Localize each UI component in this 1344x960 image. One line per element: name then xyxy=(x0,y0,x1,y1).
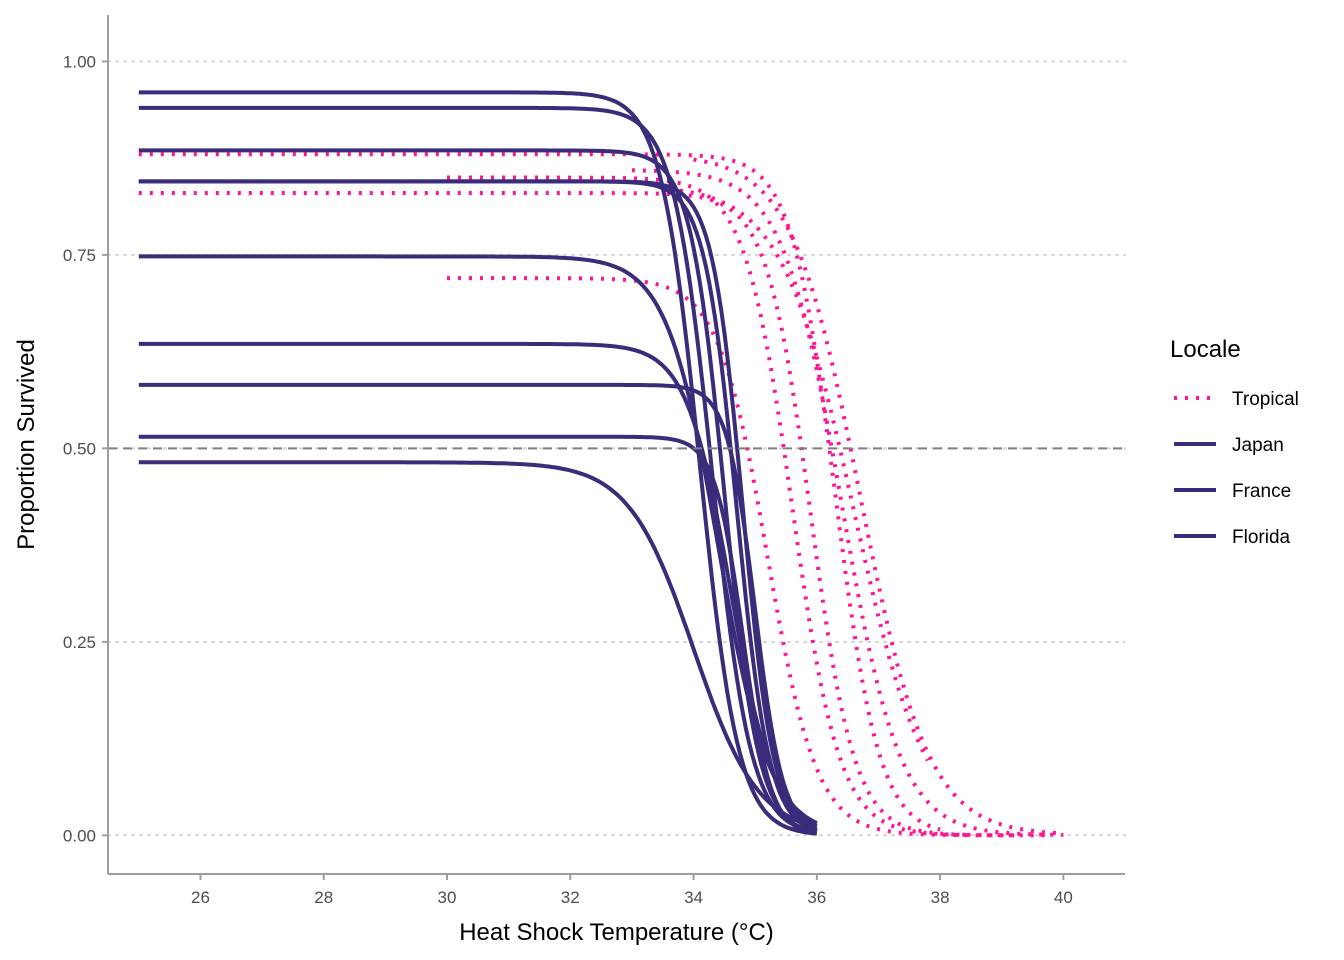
x-tick-label-7: 40 xyxy=(1054,888,1073,907)
legend-label-france: France xyxy=(1232,481,1291,502)
y-tick-label-4: 1.00 xyxy=(63,52,96,71)
legend-label-florida: Florida xyxy=(1232,527,1291,548)
y-tick-label-1: 0.25 xyxy=(63,633,96,652)
series-line-japan-7 xyxy=(138,90,817,836)
legend-label-tropical: Tropical xyxy=(1232,389,1299,410)
series-lines xyxy=(138,90,1064,838)
series-line-tropical-6 xyxy=(668,187,930,762)
series-line-florida-15 xyxy=(138,434,818,836)
series-line-france-12 xyxy=(138,254,818,825)
series-line-florida-14 xyxy=(138,382,818,832)
legend-title: Locale xyxy=(1170,336,1241,363)
tick-labels: 26 28 30 32 34 36 38 40 0.00 0.25 0.50 0.75 1.00 xyxy=(63,52,1073,907)
y-axis-title: Proportion Survived xyxy=(13,339,40,550)
series-line-japan-9 xyxy=(138,148,818,835)
y-tick-label-3: 0.75 xyxy=(63,246,96,265)
x-tick-label-4: 34 xyxy=(684,888,703,907)
x-axis-title: Heat Shock Temperature (°C) xyxy=(459,919,774,946)
x-tick-label-2: 30 xyxy=(438,888,457,907)
y-tick-label-0: 0.00 xyxy=(63,826,96,845)
x-tick-label-3: 32 xyxy=(561,888,580,907)
x-tick-label-0: 26 xyxy=(191,888,210,907)
x-tick-label-5: 36 xyxy=(807,888,826,907)
series-line-tropical-2 xyxy=(447,175,1015,838)
series-line-france-11 xyxy=(138,179,818,832)
legend-label-japan: Japan xyxy=(1232,435,1284,456)
x-tick-label-6: 38 xyxy=(931,888,950,907)
series-line-tropical-3 xyxy=(447,276,1051,838)
series-line-florida-16 xyxy=(138,460,818,830)
x-tick-label-1: 28 xyxy=(314,888,333,907)
y-tick-label-2: 0.50 xyxy=(63,439,96,458)
legend: Locale Tropical Japan France Florida xyxy=(1170,336,1299,548)
axes xyxy=(107,15,1125,875)
series-line-tropical-0 xyxy=(138,152,941,832)
series-line-tropical-5 xyxy=(693,157,1064,836)
